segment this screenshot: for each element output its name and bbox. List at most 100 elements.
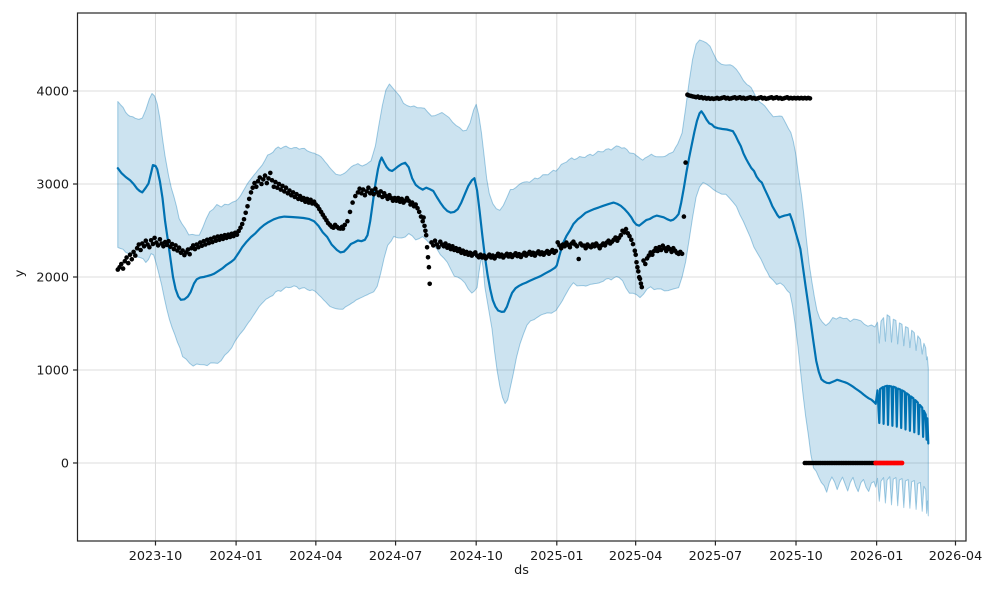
actual-point xyxy=(287,188,292,193)
actual-point xyxy=(431,243,436,248)
actual-point xyxy=(192,246,198,252)
actual-point xyxy=(245,204,250,209)
actual-point xyxy=(369,188,375,193)
actual-point xyxy=(169,241,175,247)
actual-point xyxy=(627,233,632,239)
forecast-line xyxy=(116,110,930,445)
actual-point xyxy=(385,196,391,202)
actual-point xyxy=(679,251,685,257)
actual-point xyxy=(161,244,166,249)
actual-point xyxy=(413,202,419,207)
actual-point xyxy=(357,186,362,191)
actual-point xyxy=(423,228,428,234)
actual-point xyxy=(422,223,427,229)
actual-point xyxy=(248,190,254,195)
actual-point xyxy=(360,187,366,192)
actual-point xyxy=(436,244,441,250)
actual-point xyxy=(131,249,136,255)
actual-point xyxy=(264,180,270,186)
actual-point xyxy=(185,247,191,252)
x-tick-label: 2025-07 xyxy=(689,549,742,564)
actual-point xyxy=(220,236,226,242)
x-tick-label: 2025-04 xyxy=(609,549,662,564)
actual-point xyxy=(210,239,215,245)
actual-point xyxy=(637,276,643,282)
x-tick-label: 2025-01 xyxy=(530,549,583,564)
actual-point xyxy=(415,205,420,211)
actual-point xyxy=(290,190,296,195)
actual-point xyxy=(187,251,192,257)
y-tick-label: 4000 xyxy=(36,85,69,100)
actual-point xyxy=(420,218,426,224)
actual-point xyxy=(634,260,639,265)
actual-point xyxy=(583,245,588,251)
y-tick-label: 2000 xyxy=(36,271,69,286)
actual-point xyxy=(669,249,674,255)
actual-point xyxy=(134,245,140,251)
actual-point xyxy=(173,243,178,248)
actual-point xyxy=(643,261,648,267)
actual-point xyxy=(424,245,430,250)
actual-point xyxy=(457,246,462,252)
actual-point xyxy=(147,244,152,250)
actual-point xyxy=(136,242,142,247)
x-tick-label: 2024-04 xyxy=(289,549,342,564)
actual-point xyxy=(301,195,306,201)
actual-point xyxy=(152,235,157,241)
actual-point xyxy=(450,244,455,249)
actual-point xyxy=(246,196,252,202)
actual-point xyxy=(297,193,303,199)
actual-point xyxy=(127,252,133,257)
actual-point xyxy=(406,198,412,203)
actual-point xyxy=(308,197,313,203)
actual-point xyxy=(176,245,182,250)
actual-point xyxy=(143,238,149,243)
actual-point xyxy=(355,190,361,195)
x-tick-label: 2026-04 xyxy=(929,549,982,564)
actual-point xyxy=(345,218,350,224)
actual-point xyxy=(255,178,261,184)
actual-point xyxy=(239,221,245,227)
x-axis-label: ds xyxy=(514,563,529,578)
actual-point xyxy=(155,243,161,248)
actual-point xyxy=(359,191,364,196)
actual-point xyxy=(148,238,154,243)
actual-point xyxy=(650,252,655,257)
actual-point xyxy=(362,192,368,198)
actual-point xyxy=(138,247,143,253)
actual-point xyxy=(203,242,208,247)
actual-point xyxy=(421,215,426,220)
actual-point xyxy=(271,184,277,190)
actual-point xyxy=(171,246,177,252)
actual-point xyxy=(409,200,415,205)
actual-point xyxy=(373,186,378,191)
y-tick-label: 0 xyxy=(61,456,69,471)
actual-point xyxy=(294,191,299,197)
actual-point xyxy=(166,238,171,244)
actual-point xyxy=(558,245,564,251)
actual-point xyxy=(250,185,255,190)
actual-point xyxy=(633,252,638,257)
actual-point xyxy=(681,214,687,219)
actual-point xyxy=(141,244,147,249)
actual-point xyxy=(261,177,266,182)
actual-point xyxy=(353,193,358,199)
actual-point xyxy=(347,209,353,215)
actual-point xyxy=(399,196,405,202)
actual-point xyxy=(253,184,259,190)
actual-point xyxy=(425,254,431,260)
actual-point xyxy=(150,241,156,247)
actual-point xyxy=(350,200,355,205)
actual-point xyxy=(574,244,580,249)
x-tick-label: 2024-10 xyxy=(449,549,502,564)
actual-point xyxy=(278,187,284,192)
actual-point xyxy=(243,210,248,216)
actual-point xyxy=(655,248,660,254)
x-tick-label: 2025-10 xyxy=(769,549,822,564)
actual-point xyxy=(217,237,222,243)
actual-point xyxy=(180,248,185,253)
actual-point xyxy=(269,178,275,183)
actual-point xyxy=(380,194,385,200)
x-tick-label: 2024-01 xyxy=(209,549,262,564)
actual-point xyxy=(366,185,371,190)
